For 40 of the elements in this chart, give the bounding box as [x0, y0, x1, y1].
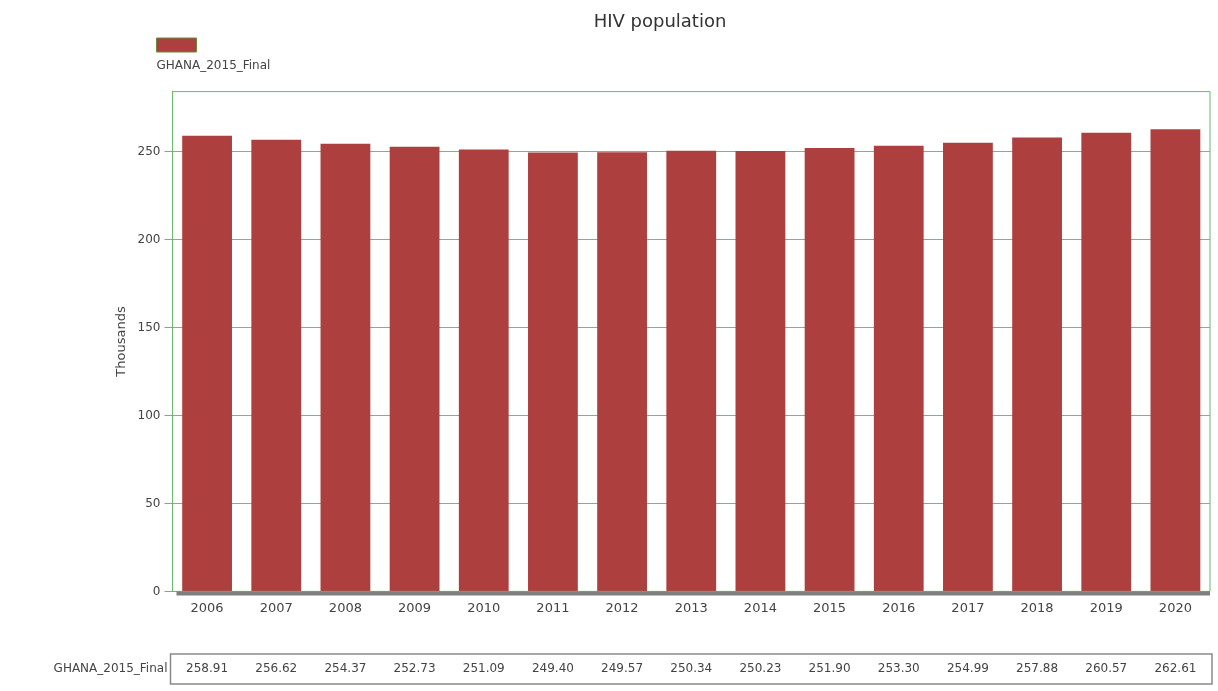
data-label: 254.37	[324, 661, 367, 676]
x-tick-label: 2010	[467, 599, 501, 615]
x-tick-label: 2014	[743, 599, 777, 615]
y-tick-label: 200	[137, 231, 161, 246]
y-axis-title: Thousands	[113, 306, 129, 378]
x-tick-label: 2009	[398, 599, 432, 615]
data-label: 256.62	[255, 661, 298, 676]
data-label: 260.57	[1085, 661, 1128, 676]
text: GHANA_2015_Final	[53, 661, 168, 676]
data-label: 249.57	[601, 661, 644, 676]
x-tick-label: 2012	[605, 599, 639, 615]
data-label: 258.91	[186, 661, 229, 676]
x-tick-label: 2020	[1158, 599, 1192, 615]
x-tick-label: 2015	[813, 599, 847, 615]
x-tick-label: 2018	[1020, 599, 1054, 615]
y-tick-label: 0	[152, 583, 161, 598]
data-label: 251.90	[808, 661, 851, 676]
y-tick-label: 150	[137, 319, 161, 334]
legend-label: GHANA_2015_Final	[156, 58, 271, 73]
data-label: 251.09	[462, 661, 505, 676]
data-label: 254.99	[946, 661, 989, 676]
data-label: 262.61	[1154, 661, 1197, 676]
data-label: 250.34	[670, 661, 713, 676]
x-tick-label: 2017	[951, 599, 985, 615]
y-tick-label: 100	[137, 407, 161, 422]
x-tick-label: 2007	[259, 599, 293, 615]
x-tick-label: 2006	[190, 599, 224, 615]
data-label: 252.73	[393, 661, 436, 676]
x-tick-label: 2008	[328, 599, 362, 615]
y-tick-label: 250	[137, 143, 161, 158]
x-tick-label: 2013	[674, 599, 708, 615]
x-tick-label: 2011	[536, 599, 570, 615]
data-label: 257.88	[1016, 661, 1059, 676]
data-label: 249.40	[531, 661, 574, 676]
chart-title: HIV population	[593, 10, 727, 32]
x-tick-label: 2016	[882, 599, 916, 615]
y-tick-label: 50	[145, 495, 161, 510]
data-label: 250.23	[739, 661, 782, 676]
data-label: 253.30	[877, 661, 920, 676]
x-tick-label: 2019	[1089, 599, 1123, 615]
